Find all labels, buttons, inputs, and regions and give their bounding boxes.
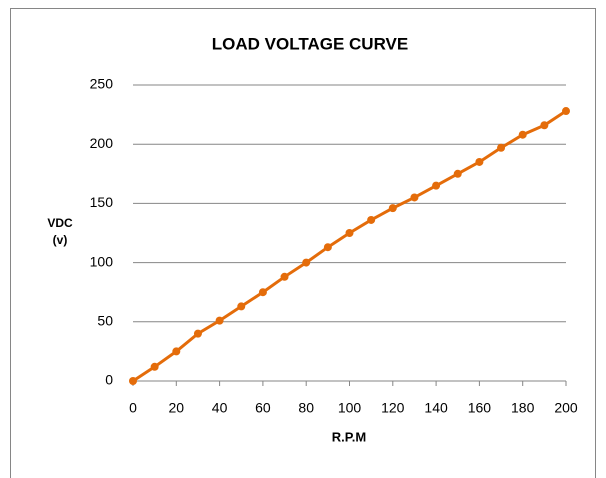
marker xyxy=(215,316,224,325)
x-axis-label: R.P.M xyxy=(332,429,366,444)
marker xyxy=(497,143,506,152)
x-tick-label: 100 xyxy=(338,400,362,416)
marker xyxy=(432,181,441,190)
chart-border xyxy=(10,8,596,478)
marker xyxy=(475,157,484,166)
marker xyxy=(410,193,419,202)
x-tick-label: 140 xyxy=(424,400,448,416)
x-tick-label: 20 xyxy=(169,400,185,416)
x-tick-label: 160 xyxy=(468,400,492,416)
marker xyxy=(193,329,202,338)
marker xyxy=(258,288,267,297)
x-tick-label: 0 xyxy=(129,400,137,416)
y-axis-label: (v) xyxy=(53,233,68,247)
marker xyxy=(345,229,354,237)
marker xyxy=(172,347,181,356)
marker xyxy=(562,107,570,116)
marker xyxy=(237,302,246,311)
y-tick-label: 150 xyxy=(90,194,114,210)
y-tick-label: 100 xyxy=(90,253,114,269)
marker xyxy=(453,169,462,178)
marker xyxy=(540,121,549,130)
x-tick-label: 60 xyxy=(255,400,271,416)
x-tick-label: 200 xyxy=(554,400,578,416)
marker xyxy=(367,215,376,224)
chart-title: LOAD VOLTAGE CURVE xyxy=(212,34,408,53)
y-tick-label: 250 xyxy=(90,76,114,92)
x-tick-label: 180 xyxy=(511,400,535,416)
marker xyxy=(129,377,137,385)
marker xyxy=(518,130,527,139)
marker xyxy=(150,362,159,371)
marker xyxy=(302,258,311,267)
y-tick-label: 50 xyxy=(97,313,113,329)
marker xyxy=(388,204,397,213)
x-tick-label: 40 xyxy=(212,400,228,416)
y-tick-label: 0 xyxy=(105,372,113,388)
y-axis-label: VDC xyxy=(47,216,73,230)
x-tick-label: 80 xyxy=(298,400,314,416)
marker xyxy=(323,243,332,252)
x-tick-label: 120 xyxy=(381,400,405,416)
marker xyxy=(280,272,289,281)
y-tick-label: 200 xyxy=(90,135,114,151)
